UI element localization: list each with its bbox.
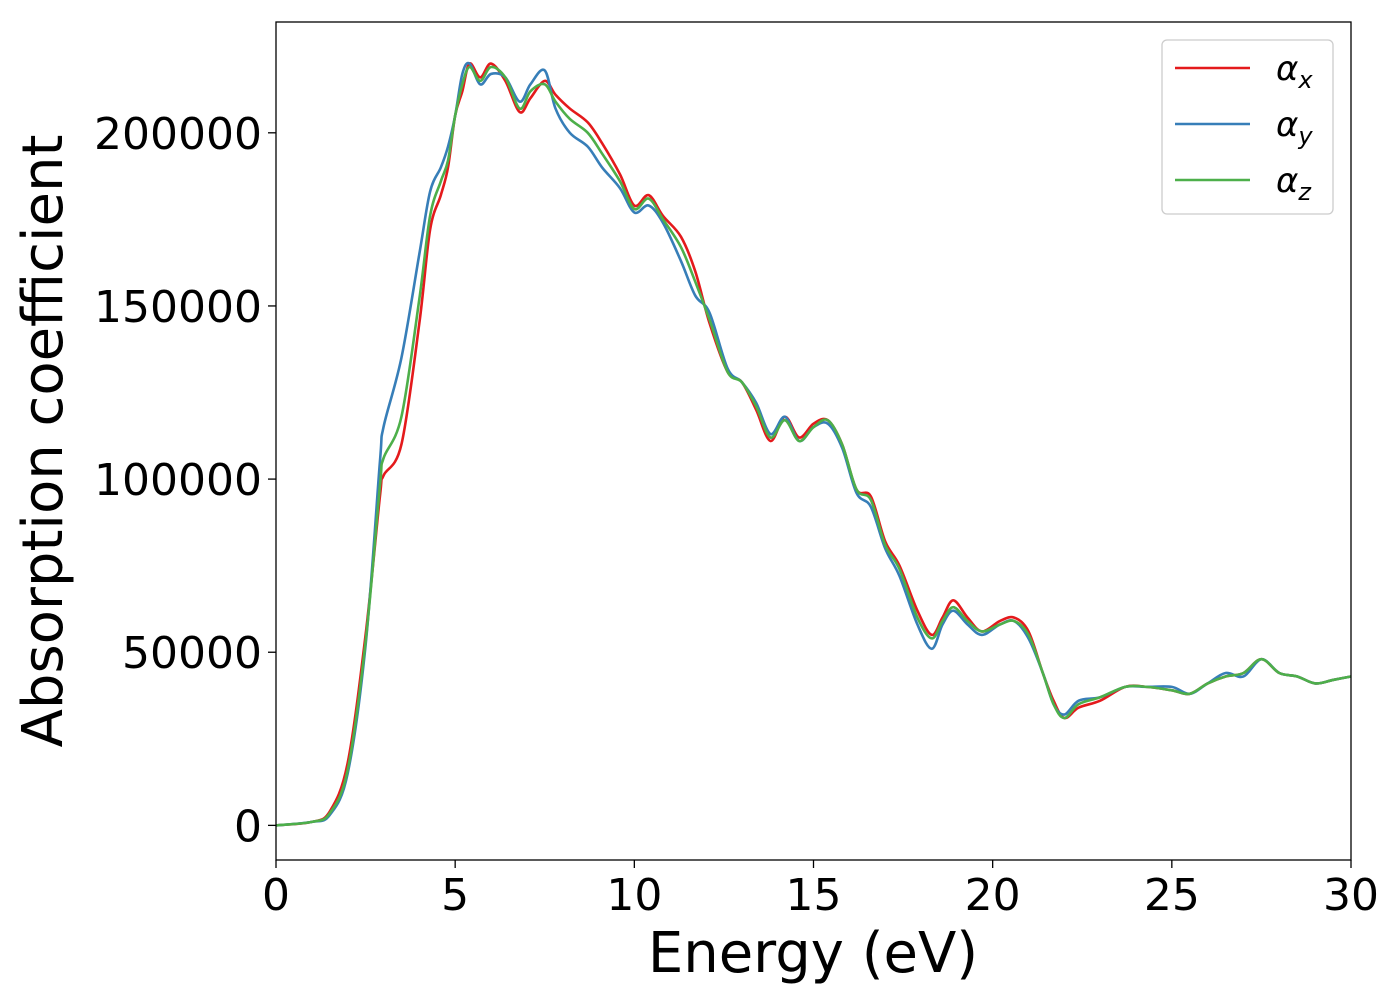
plot-area [276, 61, 1351, 827]
y-axis-title: Absorption coefficient [11, 135, 76, 748]
x-axis-title: Energy (eV) [648, 921, 978, 986]
legend-label-y: αy [1276, 105, 1313, 150]
x-tick-label: 15 [786, 870, 842, 921]
x-tick-label: 25 [1144, 870, 1200, 921]
x-tick-label: 20 [965, 870, 1021, 921]
y-tick-label: 50000 [122, 628, 262, 679]
legend-label-x: αx [1276, 49, 1313, 94]
x-tick-label: 10 [606, 870, 662, 921]
y-tick-label: 100000 [94, 455, 262, 506]
y-tick-label: 150000 [94, 282, 262, 333]
legend: αx αy αz [1161, 39, 1334, 215]
x-tick-label: 30 [1323, 870, 1379, 921]
legend-label-z: αz [1276, 161, 1312, 206]
x-tick-label: 5 [441, 870, 469, 921]
y-tick-label: 200000 [94, 109, 262, 160]
axes: 0 5 10 15 20 25 30 0 50000 100000 150000 200000 [94, 21, 1379, 921]
x-tick-label: 0 [262, 870, 290, 921]
y-tick-label: 0 [234, 801, 262, 852]
legend-box [1161, 39, 1334, 215]
series-line-z [276, 65, 1351, 827]
